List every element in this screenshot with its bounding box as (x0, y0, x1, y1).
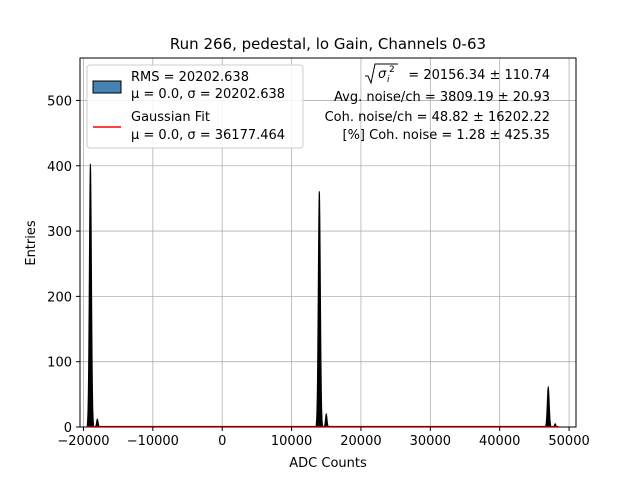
coh-noise-percent: [%] Coh. noise = 1.28 ± 425.35 (343, 128, 551, 143)
chart-title: Run 266, pedestal, lo Gain, Channels 0-6… (170, 35, 486, 53)
legend-histogram-swatch (92, 80, 122, 94)
histogram-peak (86, 163, 95, 428)
x-tick-label: 10000 (271, 434, 312, 449)
x-tick-label: 30000 (410, 434, 451, 449)
legend-fit-name: Gaussian Fit (131, 110, 210, 125)
x-tick-label: 40000 (479, 434, 520, 449)
sigma-symbol: σ i 2 (365, 63, 398, 85)
x-axis-label: ADC Counts (289, 456, 367, 471)
histogram-peak (544, 385, 552, 428)
x-tick-label: −20000 (57, 434, 109, 449)
y-tick-label: 200 (47, 290, 72, 305)
coh-noise: Coh. noise/ch = 48.82 ± 16202.22 (325, 110, 550, 125)
x-tick-label: −10000 (127, 434, 179, 449)
y-axis-label: Entries (24, 220, 39, 266)
sigma-value: = 20156.34 ± 110.74 (404, 68, 550, 83)
x-tick-label: 50000 (548, 434, 589, 449)
svg-text:2: 2 (389, 65, 395, 75)
legend-histogram-stats: μ = 0.0, σ = 20202.638 (131, 87, 285, 102)
y-tick-label: 400 (47, 160, 72, 175)
y-tick-label: 300 (47, 225, 72, 240)
y-tick-label: 500 (47, 94, 72, 109)
x-tick-label: 20000 (340, 434, 381, 449)
legend: RMS = 20202.638 μ = 0.0, σ = 20202.638 G… (86, 64, 304, 149)
y-axis-ticks: 0 100 200 300 400 500 (47, 94, 80, 436)
y-tick-label: 100 (47, 356, 72, 371)
svg-text:i: i (387, 75, 390, 85)
legend-histogram-name: RMS = 20202.638 (131, 70, 249, 85)
y-tick-label: 0 (64, 421, 72, 436)
legend-box (86, 64, 304, 149)
legend-fit-stats: μ = 0.0, σ = 36177.464 (131, 128, 285, 143)
x-axis-ticks: −20000 −10000 0 10000 20000 30000 40000 50000 (57, 427, 590, 449)
histogram-bars (86, 163, 558, 428)
svg-text:σ: σ (378, 67, 387, 82)
avg-noise: Avg. noise/ch = 3809.19 ± 20.93 (334, 90, 550, 105)
plot-frame (79, 57, 577, 428)
histogram-peak (315, 191, 323, 428)
noise-annotations: σ i 2 = 20156.34 ± 110.74 Avg. noise/ch … (325, 63, 551, 143)
x-tick-label: 0 (218, 434, 226, 449)
